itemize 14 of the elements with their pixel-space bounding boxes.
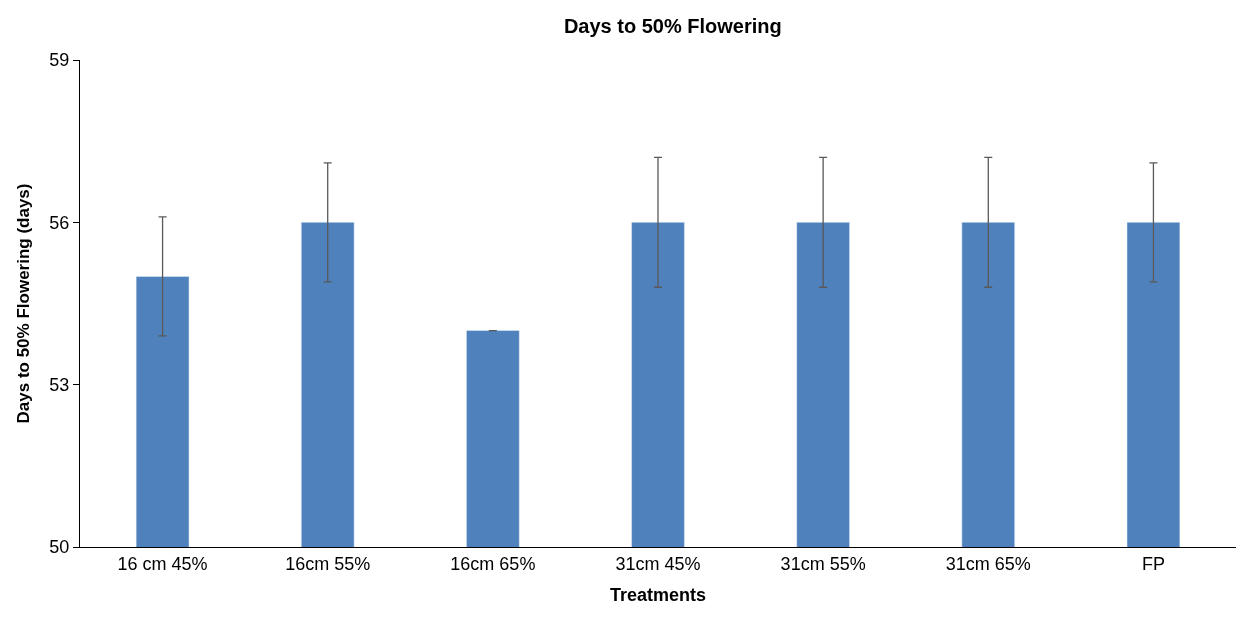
x-tick-label: FP: [1141, 553, 1165, 574]
y-tick-label: 50: [49, 537, 70, 558]
x-axis-title: Treatments: [609, 584, 707, 605]
y-tick-label: 56: [49, 212, 70, 233]
y-axis-title: Days to 50% Flowering (days): [13, 183, 33, 424]
x-tick-label: 31cm 55%: [780, 553, 866, 574]
x-tick-label: 16 cm 45%: [117, 553, 208, 574]
y-tick-label: 53: [49, 374, 70, 395]
x-tick-label: 31cm 65%: [945, 553, 1031, 574]
x-tick-label: 16cm 55%: [285, 553, 371, 574]
y-tick-label: 59: [49, 50, 70, 71]
chart-title: Days to 50% Flowering: [563, 14, 782, 37]
x-tick-label: 31cm 45%: [615, 553, 701, 574]
x-tick-label: 16cm 65%: [450, 553, 536, 574]
